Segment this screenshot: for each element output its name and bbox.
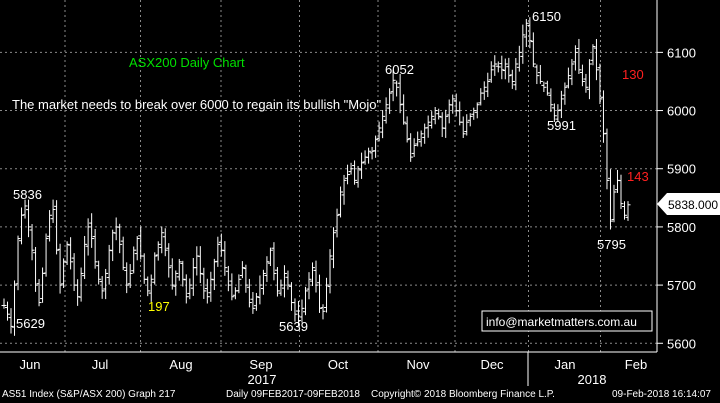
x-tick-label: Jun [20, 357, 41, 372]
price-label: 197 [148, 299, 170, 314]
y-tick-label: 5700 [667, 278, 696, 293]
watermark-box [481, 310, 653, 332]
x-tick-label: Nov [406, 357, 430, 372]
x-tick-label: Dec [480, 357, 504, 372]
x-tick-label: Aug [169, 357, 192, 372]
price-label: 6052 [385, 62, 414, 77]
y-tick-label: 6100 [667, 45, 696, 60]
x-tick-label: Sep [249, 357, 272, 372]
last-value-box [657, 193, 720, 215]
asx200-daily-chart: 5600 5700 5800 5900 6000 6100 Jun Jul Aug Sep Oct… [0, 0, 720, 387]
x-tick-label: Jul [92, 357, 109, 372]
footer-index: AS51 Index (S&P/ASX 200) Graph 217 [2, 389, 176, 400]
y-axis-ticks: 5600 5700 5800 5900 6000 6100 [657, 45, 696, 351]
y-tick-label: 5900 [667, 162, 696, 177]
y-tick-label: 5600 [667, 336, 696, 351]
x-tick-label: Feb [625, 357, 647, 372]
price-label: 130 [622, 67, 644, 82]
price-label: 6150 [532, 9, 561, 24]
x-tick-label: Oct [328, 357, 349, 372]
last-value-tag: 5838.000 [657, 193, 720, 215]
watermark-text: info@marketmatters.com.au [486, 315, 637, 329]
price-bars [1, 17, 631, 336]
price-label: 5836 [13, 187, 42, 202]
footer-range: Daily 09FEB2017-09FEB2018 [226, 389, 360, 400]
price-label: 5629 [16, 316, 45, 331]
footer-bar: AS51 Index (S&P/ASX 200) Graph 217 Daily… [0, 386, 720, 403]
price-labels: 5836 5629 197 5639 6052 6150 5991 130 143 5795 [13, 9, 649, 334]
footer-timestamp: 09-Feb-2018 16:14:07 [612, 389, 711, 400]
grid [0, 0, 657, 352]
y-tick-label: 6000 [667, 104, 696, 119]
price-label: 5795 [597, 237, 626, 252]
x-axis-ticks: Jun Jul Aug Sep Oct Nov Dec Jan Feb 2017 2018 [20, 352, 647, 387]
price-label: 5639 [279, 319, 308, 334]
watermark: info@marketmatters.com.au [481, 310, 653, 332]
x-year-label: 2017 [248, 372, 277, 386]
chart-title: ASX200 Daily Chart [129, 55, 245, 70]
price-label: 143 [627, 169, 649, 184]
y-tick-label: 5800 [667, 220, 696, 235]
x-year-label: 2018 [578, 372, 607, 386]
footer-copyright: Copyright© 2018 Bloomberg Finance L.P. [371, 389, 555, 400]
price-label: 5991 [547, 118, 576, 133]
x-tick-label: Jan [555, 357, 576, 372]
last-value-label: 5838.000 [668, 198, 718, 212]
chart-annotation: The market needs to break over 6000 to r… [12, 97, 381, 112]
